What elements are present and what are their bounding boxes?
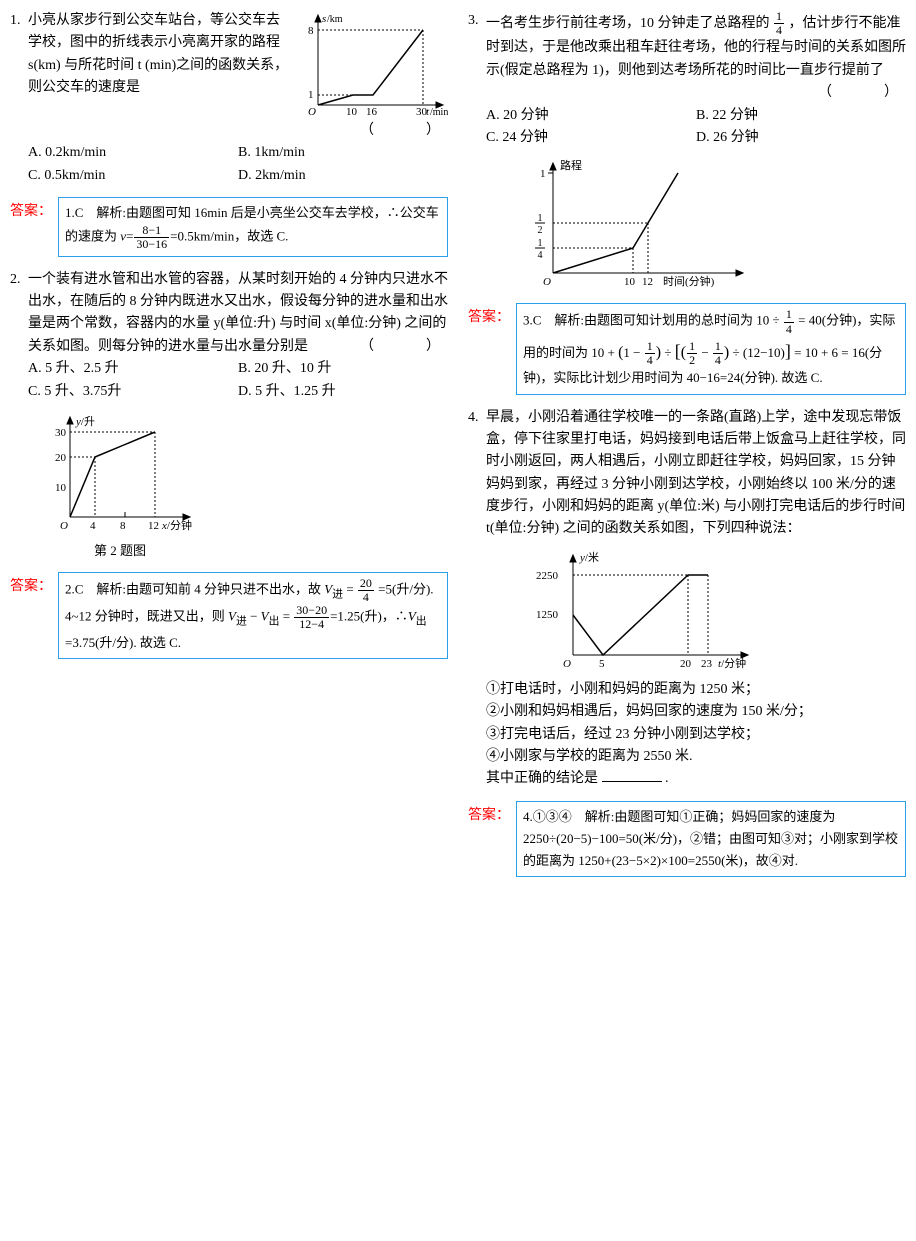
svg-text:s: s xyxy=(322,13,326,25)
svg-text:/km: /km xyxy=(327,14,343,25)
q2-caption: 第 2 题图 xyxy=(40,541,200,562)
q1-opt-c: C. 0.5km/min xyxy=(28,165,238,187)
q4-answer-row: 答案： 4.①③④ 解析:由题图可知①正确；妈妈回家的速度为 2250÷(20−… xyxy=(468,801,906,877)
svg-text:1: 1 xyxy=(538,238,543,249)
q3-answer: 3.C 解析:由题图可知计划用的总时间为 10 ÷ 14 = 40(分钟)，实际… xyxy=(516,303,906,394)
svg-text:20: 20 xyxy=(680,658,692,670)
svg-text:10: 10 xyxy=(624,276,636,288)
q2-opt-d: D. 5 升、1.25 升 xyxy=(238,381,448,403)
q2-opt-a: A. 5 升、2.5 升 xyxy=(28,358,238,380)
answer-label: 答案： xyxy=(468,801,510,827)
svg-text:O: O xyxy=(308,106,316,118)
q4-statements: ①打电话时，小刚和妈妈的距离为 1250 米； ②小刚和妈妈相遇后，妈妈回家的速… xyxy=(468,679,906,791)
question-1: 1. 8 1 O 10 16 xyxy=(10,10,448,187)
q3-text-a: 一名考生步行前往考场，10 分钟走了总路程的 xyxy=(486,16,770,31)
q3-bracket: （ ） xyxy=(818,82,906,104)
q2-answer: 2.C 解析:由题可知前 4 分钟只进不出水，故 V进 = 204 =5(升/分… xyxy=(58,572,448,659)
q4-stmt-4: ④小刚家与学校的距离为 2550 米. xyxy=(486,746,906,768)
q4-stmt-2: ②小刚和妈妈相遇后，妈妈回家的速度为 150 米/分； xyxy=(486,701,906,723)
q1-opt-d: D. 2km/min xyxy=(238,165,448,187)
q2-options: A. 5 升、2.5 升 B. 20 升、10 升 C. 5 升、3.75升 D… xyxy=(10,358,448,403)
svg-text:20: 20 xyxy=(55,452,67,464)
answer-label: 答案： xyxy=(10,197,52,223)
svg-text:1: 1 xyxy=(308,89,314,101)
svg-text:t/分钟: t/分钟 xyxy=(718,656,746,670)
svg-text:x/分钟: x/分钟 xyxy=(161,518,192,532)
q3-number: 3. xyxy=(468,10,479,32)
svg-text:1250: 1250 xyxy=(536,609,559,621)
svg-text:1: 1 xyxy=(540,168,546,180)
q2-opt-b: B. 20 升、10 升 xyxy=(238,358,448,380)
svg-text:2: 2 xyxy=(538,225,543,236)
svg-text:16: 16 xyxy=(366,106,378,118)
svg-text:时间(分钟): 时间(分钟) xyxy=(663,274,715,288)
svg-text:12: 12 xyxy=(148,520,159,532)
q1-text: 小亮从家步行到公交车站台，等公交车去学校，图中的折线表示小亮离开家的路程 s(k… xyxy=(28,13,288,95)
q1-options: A. 0.2km/min B. 1km/min C. 0.5km/min D. … xyxy=(10,142,448,187)
q2-bracket: （ ） xyxy=(360,336,448,358)
q4-graph: 2250 1250 O 5 20 23 t/分钟 y/米 xyxy=(528,545,758,675)
q2-answer-row: 答案： 2.C 解析:由题可知前 4 分钟只进不出水，故 V进 = 204 =5… xyxy=(10,572,448,659)
svg-text:4: 4 xyxy=(90,520,96,532)
q2-number: 2. xyxy=(10,269,21,291)
q4-period: . xyxy=(665,771,669,786)
q4-blank xyxy=(602,768,662,782)
svg-text:O: O xyxy=(60,520,68,532)
svg-text:10: 10 xyxy=(346,106,358,118)
question-3: 3. 一名考生步行前往考场，10 分钟走了总路程的 14 ，估计步行不能准时到达… xyxy=(468,10,906,293)
q3-answer-row: 答案： 3.C 解析:由题图可知计划用的总时间为 10 ÷ 14 = 40(分钟… xyxy=(468,303,906,394)
svg-text:/min: /min xyxy=(430,107,448,118)
q3-opt-a: A. 20 分钟 xyxy=(486,105,696,127)
svg-text:路程: 路程 xyxy=(560,159,582,172)
q1-opt-b: B. 1km/min xyxy=(238,142,448,164)
q1-bracket: （ ） xyxy=(360,120,448,142)
q1-answer-row: 答案： 1.C 解析:由题图可知 16min 后是小亮坐公交车去学校，∴公交车的… xyxy=(10,197,448,256)
svg-text:y/米: y/米 xyxy=(579,551,599,564)
svg-text:8: 8 xyxy=(308,25,314,37)
answer-label: 答案： xyxy=(10,572,52,598)
q3-opt-b: B. 22 分钟 xyxy=(696,105,906,127)
q1-answer: 1.C 解析:由题图可知 16min 后是小亮坐公交车去学校，∴公交车的速度为 … xyxy=(58,197,448,256)
q3-graph: 1 1 2 1 4 O 10 12 时间(分钟) 路程 xyxy=(518,153,758,293)
answer-label: 答案： xyxy=(468,303,510,329)
svg-text:2250: 2250 xyxy=(536,570,559,582)
q1-graph: 8 1 O 10 16 30 t/min s/km xyxy=(298,10,448,120)
q3-options: A. 20 分钟 B. 22 分钟 C. 24 分钟 D. 26 分钟 xyxy=(468,105,906,150)
svg-text:y/升: y/升 xyxy=(75,415,95,428)
q4-number: 4. xyxy=(468,407,479,429)
q3-opt-d: D. 26 分钟 xyxy=(696,127,906,149)
svg-text:O: O xyxy=(563,658,571,670)
svg-text:23: 23 xyxy=(701,658,713,670)
svg-text:4: 4 xyxy=(538,250,543,261)
q2-opt-c: C. 5 升、3.75升 xyxy=(28,381,238,403)
question-2: 2. 一个装有进水管和出水管的容器，从某时刻开始的 4 分钟内只进水不出水，在随… xyxy=(10,269,448,562)
q4-stmt-1: ①打电话时，小刚和妈妈的距离为 1250 米； xyxy=(486,679,906,701)
svg-text:12: 12 xyxy=(642,276,653,288)
question-4: 4. 早晨，小刚沿着通往学校唯一的一条路(直路)上学，途中发现忘带饭盒，停下往家… xyxy=(468,407,906,791)
svg-text:8: 8 xyxy=(120,520,126,532)
q4-tail: 其中正确的结论是 xyxy=(486,771,598,786)
svg-text:O: O xyxy=(543,276,551,288)
q3-frac: 14 xyxy=(774,10,784,37)
q1-number: 1. xyxy=(10,10,21,32)
svg-text:30: 30 xyxy=(55,427,67,439)
q3-opt-c: C. 24 分钟 xyxy=(486,127,696,149)
svg-text:10: 10 xyxy=(55,482,67,494)
svg-text:5: 5 xyxy=(599,658,605,670)
q4-answer: 4.①③④ 解析:由题图可知①正确；妈妈回家的速度为 2250÷(20−5)−1… xyxy=(516,801,906,877)
q1-opt-a: A. 0.2km/min xyxy=(28,142,238,164)
q4-text: 早晨，小刚沿着通往学校唯一的一条路(直路)上学，途中发现忘带饭盒，停下往家里打电… xyxy=(486,410,906,537)
q4-stmt-3: ③打完电话后，经过 23 分钟小刚到达学校； xyxy=(486,724,906,746)
svg-text:1: 1 xyxy=(538,213,543,224)
q2-graph: 30 20 10 O 4 8 12 x/分钟 y/升 xyxy=(40,407,200,537)
